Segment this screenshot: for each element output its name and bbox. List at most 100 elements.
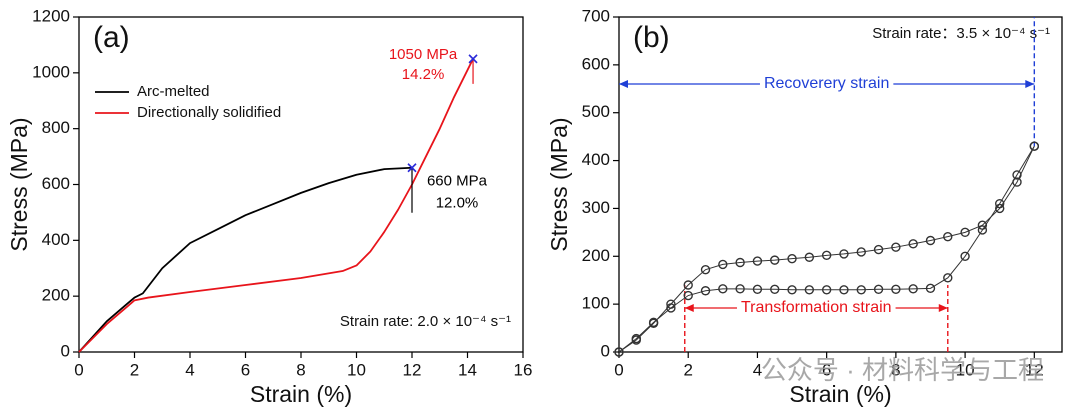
y-tick-label: 500 [582, 102, 610, 121]
data-point [821, 285, 832, 295]
data-point [804, 285, 815, 295]
x-tick-label: 6 [822, 360, 831, 379]
data-point [821, 250, 832, 261]
data-point [925, 283, 936, 294]
highlight-label: 12.0% [436, 195, 479, 212]
data-point [908, 239, 918, 249]
data-point [925, 235, 936, 246]
data-point [735, 257, 745, 268]
x-tick-label: 2 [683, 360, 692, 379]
data-point [787, 253, 797, 264]
span-label: Recoverery strain [764, 75, 889, 92]
panel-label: (a) [93, 21, 130, 54]
x-tick-label: 10 [347, 360, 366, 379]
y-tick-label: 700 [582, 6, 610, 25]
span-label: Transformation strain [741, 299, 892, 316]
data-point [631, 333, 642, 344]
data-point [683, 290, 693, 301]
data-point [683, 280, 693, 290]
series-line [618, 145, 1035, 353]
data-point [770, 255, 780, 265]
y-tick-label: 300 [582, 198, 610, 217]
y-tick-label: 600 [582, 54, 610, 73]
data-point [752, 284, 763, 295]
legend-label: Directionally solidified [137, 104, 281, 121]
data-point [908, 284, 918, 294]
data-point [960, 227, 970, 238]
highlight-label: 660 MPa [427, 173, 488, 190]
y-tick-label: 0 [601, 341, 610, 360]
data-point [718, 259, 728, 270]
data-point [1029, 141, 1040, 151]
data-point [648, 317, 659, 328]
x-tick-label: 12 [1025, 360, 1044, 379]
data-point [943, 273, 953, 283]
data-point [700, 264, 711, 275]
data-point [700, 286, 711, 296]
y-axis-label: Stress (MPa) [546, 117, 572, 251]
series-line [618, 145, 1035, 353]
x-axis-label: Strain (%) [789, 381, 891, 407]
data-point [873, 244, 884, 255]
x-tick-label: 4 [753, 360, 762, 379]
x-tick-label: 14 [458, 360, 477, 379]
span-label-bg [736, 299, 896, 317]
data-point [977, 225, 988, 235]
series-line [78, 166, 413, 353]
arrow-head [619, 80, 628, 88]
strain-rate-note: Strain rate: 2.0 × 10⁻⁴ s⁻¹ [340, 313, 511, 330]
x-tick-label: 12 [403, 360, 422, 379]
data-point [1012, 170, 1022, 180]
highlight-marker [407, 163, 417, 173]
x-tick-label: 4 [185, 360, 194, 379]
data-point [770, 284, 780, 295]
data-point [995, 198, 1005, 209]
data-point [943, 231, 953, 242]
data-point [856, 285, 866, 295]
data-point [856, 247, 866, 257]
arrow-head [1025, 80, 1035, 88]
series-line [78, 58, 474, 353]
y-tick-label: 100 [582, 294, 610, 313]
y-tick-label: 1000 [32, 62, 70, 81]
legend-label: Arc-melted [137, 83, 210, 100]
span-label-bg [759, 75, 894, 93]
x-tick-label: 8 [296, 360, 305, 379]
data-point [891, 284, 901, 295]
data-point [804, 252, 815, 262]
strain-rate-note: Strain rate：3.5 × 10⁻⁴ s⁻¹ [872, 25, 1050, 42]
highlight-label: 1050 MPa [389, 46, 458, 63]
x-axis-label: Strain (%) [250, 381, 352, 407]
data-point [960, 251, 970, 261]
data-point [752, 256, 763, 266]
data-point [666, 303, 676, 313]
data-point [891, 242, 901, 252]
data-point [839, 285, 849, 295]
watermark: 公众号 · 材料科学与工程 [761, 355, 1044, 385]
x-tick-label: 0 [74, 360, 83, 379]
x-tick-label: 10 [956, 360, 975, 379]
highlight-label: 14.2% [402, 66, 445, 83]
x-tick-label: 8 [891, 360, 900, 379]
y-tick-label: 400 [582, 150, 610, 169]
y-axis-label: Stress (MPa) [6, 117, 32, 251]
data-point [735, 284, 745, 294]
y-tick-label: 600 [42, 174, 70, 193]
data-point [873, 284, 884, 295]
x-tick-label: 6 [241, 360, 250, 379]
y-tick-label: 400 [42, 230, 70, 249]
x-tick-label: 2 [130, 360, 139, 379]
y-tick-label: 1200 [32, 6, 70, 25]
x-tick-label: 0 [614, 360, 623, 379]
data-point [787, 285, 797, 295]
y-tick-label: 200 [582, 246, 610, 265]
arrow-head [684, 303, 694, 312]
arrow-head [938, 303, 948, 312]
panel-label: (b) [633, 21, 670, 54]
plot-frame [618, 16, 1063, 353]
y-tick-label: 800 [42, 118, 70, 137]
highlight-marker [468, 54, 478, 64]
x-tick-label: 16 [514, 360, 533, 379]
y-tick-label: 0 [61, 341, 70, 360]
